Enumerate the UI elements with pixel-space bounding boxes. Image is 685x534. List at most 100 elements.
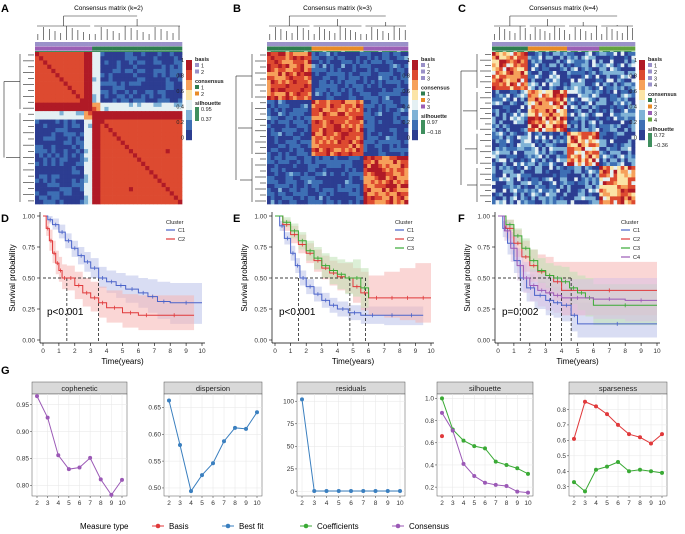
heatmap-cell xyxy=(517,158,521,163)
heatmap-cell xyxy=(502,105,507,110)
heatmap-cell xyxy=(67,182,73,188)
heatmap-cell xyxy=(153,166,158,171)
heatmap-cell xyxy=(133,140,138,146)
color-scale-cell xyxy=(412,110,418,121)
heatmap-cell xyxy=(352,160,357,165)
heatmap-cell xyxy=(492,166,496,171)
heatmap-cell xyxy=(509,86,514,91)
heatmap-cell xyxy=(330,80,335,85)
heatmap-cell xyxy=(592,55,597,60)
heatmap-cell xyxy=(563,173,568,178)
annotation-cell xyxy=(120,42,126,47)
heatmap-cell xyxy=(315,64,320,69)
heatmap-cell xyxy=(173,149,179,154)
heatmap-cell xyxy=(100,187,105,192)
heatmap-cell xyxy=(270,164,275,169)
heatmap-cell xyxy=(153,85,158,91)
heatmap-cell xyxy=(389,104,394,109)
heatmap-cell xyxy=(599,101,604,106)
heatmap-cell xyxy=(307,56,312,61)
heatmap-cell xyxy=(92,149,97,154)
heatmap-cell xyxy=(606,135,611,140)
heatmap-cell xyxy=(318,60,324,65)
heatmap-cell xyxy=(177,178,183,184)
heatmap-cell xyxy=(289,56,294,61)
heatmap-cell xyxy=(289,192,294,197)
basis-legend-label: 3 xyxy=(427,77,430,83)
heatmap-cell xyxy=(116,153,122,158)
heatmap-cell xyxy=(278,104,283,109)
heatmap-cell xyxy=(112,136,118,142)
heatmap-cell xyxy=(396,140,401,145)
heatmap-cell xyxy=(502,97,507,102)
heatmap-cell xyxy=(330,112,335,117)
heatmap-cell xyxy=(153,102,158,108)
heatmap-cell xyxy=(570,131,575,136)
heatmap-cell xyxy=(609,86,614,91)
heatmap-cell xyxy=(133,161,138,167)
heatmap-cell xyxy=(161,191,167,196)
annotation-cell xyxy=(631,42,636,47)
heatmap-cell xyxy=(348,180,353,185)
heatmap-cell xyxy=(120,178,126,184)
heatmap-cell xyxy=(545,105,550,110)
annotation-cell xyxy=(531,42,536,47)
heatmap-cell xyxy=(300,108,305,113)
heatmap-cell xyxy=(370,144,375,149)
heatmap-cell xyxy=(492,101,496,106)
annotation-cell xyxy=(382,46,387,51)
heatmap-cell xyxy=(389,92,394,97)
heatmap-cell xyxy=(549,112,554,117)
heatmap-cell xyxy=(92,56,97,61)
heatmap-cell xyxy=(389,56,394,61)
annotation-cell xyxy=(513,42,518,47)
heatmap-cell xyxy=(137,166,142,171)
heatmap-cell xyxy=(116,199,122,205)
heatmap-cell xyxy=(84,90,89,95)
heatmap-cell xyxy=(71,153,77,158)
heatmap-cell xyxy=(326,188,331,193)
heatmap-cell xyxy=(157,166,162,171)
heatmap-cell xyxy=(624,185,629,190)
heatmap-cell xyxy=(281,108,286,113)
heatmap-cell xyxy=(322,92,327,97)
heatmap-cell xyxy=(624,86,629,91)
heatmap-cell xyxy=(367,156,372,161)
heatmap-cell xyxy=(145,119,150,125)
heatmap-cell xyxy=(165,73,171,78)
heatmap-cell xyxy=(153,136,158,142)
heatmap-cell xyxy=(393,136,398,141)
heatmap-cell xyxy=(378,68,383,73)
heatmap-cell xyxy=(545,147,550,152)
heatmap-cell xyxy=(617,90,622,95)
heatmap-cell xyxy=(613,112,618,117)
heatmap-cell xyxy=(363,152,368,157)
heatmap-cell xyxy=(43,123,48,129)
heatmap-cell xyxy=(133,149,138,154)
heatmap-cell xyxy=(289,76,294,81)
heatmap-cell xyxy=(63,94,69,99)
heatmap-cell xyxy=(318,168,324,173)
heatmap-cell xyxy=(567,131,571,136)
annotation-cell xyxy=(559,46,564,51)
heatmap-cell xyxy=(624,143,629,148)
heatmap-cell xyxy=(520,169,525,174)
heatmap-cell xyxy=(137,106,142,112)
heatmap-cell xyxy=(606,128,611,133)
heatmap-cell xyxy=(495,135,500,140)
heatmap-cell xyxy=(606,162,611,167)
heatmap-cell xyxy=(517,188,521,193)
heatmap-cell xyxy=(47,98,52,104)
heatmap-cell xyxy=(177,52,183,57)
heatmap-cell xyxy=(96,68,101,74)
heatmap-cell xyxy=(356,184,361,189)
heatmap-cell xyxy=(84,52,89,57)
heatmap-cell xyxy=(51,161,56,167)
heatmap-cell xyxy=(285,136,290,141)
heatmap-cell xyxy=(341,80,346,85)
heatmap-cell xyxy=(534,71,539,76)
heatmap-cell xyxy=(47,166,52,171)
heatmap-cell xyxy=(549,150,554,155)
heatmap-cell xyxy=(322,100,327,105)
heatmap-cell xyxy=(385,172,390,177)
